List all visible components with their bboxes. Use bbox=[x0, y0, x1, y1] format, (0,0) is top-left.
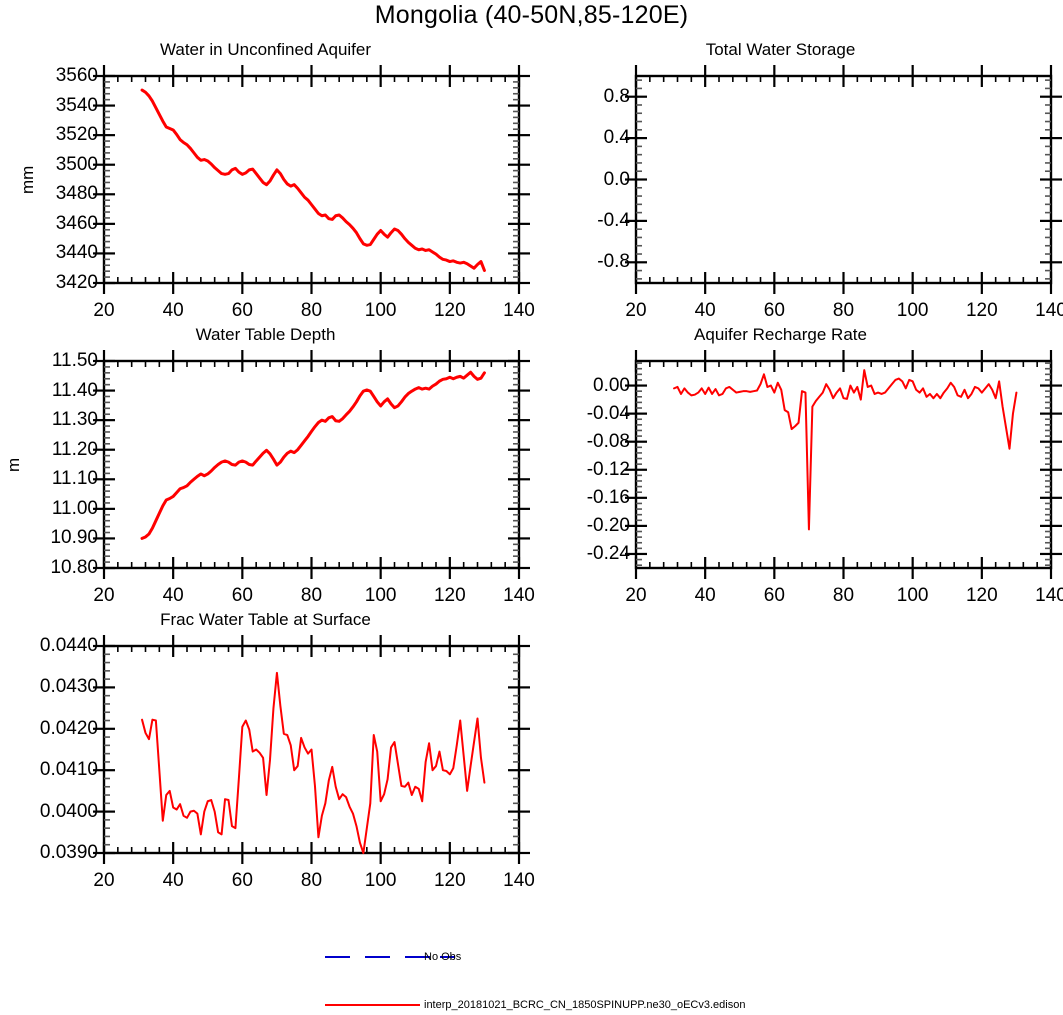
figure-legend: No Obs interp_20181021_BCRC_CN_1850SPINU… bbox=[0, 940, 1063, 1011]
panel-1-y-tick-label: 3520 bbox=[55, 124, 98, 146]
figure-title: Mongolia (40-50N,85-120E) bbox=[374, 1, 689, 29]
panel-4-y-tick-label: -0.24 bbox=[586, 542, 630, 564]
panel-4-x-tick-label: 140 bbox=[1035, 585, 1063, 606]
panel-5-x-tick-label: 140 bbox=[503, 870, 535, 891]
panel-2-x-tick-label: 120 bbox=[965, 300, 998, 321]
panel-3-y-tick-label: 10.90 bbox=[50, 527, 98, 549]
panel-5-x-tick-label: 100 bbox=[364, 870, 397, 891]
panel-3-x-tick-label: 120 bbox=[433, 585, 466, 606]
legend-label-model: interp_20181021_BCRC_CN_1850SPINUPP.ne30… bbox=[424, 999, 746, 1011]
panel-1-y-tick-label: 3460 bbox=[55, 212, 98, 234]
panel-4-x-tick-label: 120 bbox=[965, 585, 998, 606]
panel-5-y-tick-label: 0.0410 bbox=[39, 759, 98, 781]
panel-3-x-tick-label: 40 bbox=[162, 585, 184, 606]
panel-5-x-tick-label: 40 bbox=[162, 870, 184, 891]
panel-2-y-tick-label: -0.8 bbox=[597, 251, 630, 273]
panel-4-x-tick-label: 40 bbox=[694, 585, 716, 606]
panel-1-title: Water in Unconfined Aquifer bbox=[159, 40, 372, 59]
panel-3-y-tick-label: 11.50 bbox=[51, 350, 98, 371]
panel-3-y-tick-label: 11.10 bbox=[51, 468, 98, 490]
panel-1-x-tick-label: 120 bbox=[433, 300, 466, 321]
panel-1-x-tick-label: 20 bbox=[93, 300, 115, 321]
panel-5-y-tick-label: 0.0430 bbox=[39, 676, 98, 698]
panel-3-y-tick-label: 11.00 bbox=[51, 497, 98, 519]
panel-water-in-unconfined-aquifer: Water in Unconfined Aquifer mm 3420 3440 3… bbox=[0, 36, 535, 321]
panel-3-y-tick-label: 11.30 bbox=[51, 409, 98, 431]
panel-aquifer-recharge-rate: Aquifer Recharge Rate mm/d -0.24-0.20-0.… bbox=[532, 321, 1063, 606]
panel-2-x-tick-label: 140 bbox=[1035, 300, 1063, 321]
panel-1-x-tick-label: 100 bbox=[364, 300, 397, 321]
panel-total-water-storage: Total Water Storage missing -0.8-0.40.00… bbox=[532, 36, 1063, 321]
panel-3-x-tick-label: 100 bbox=[364, 585, 397, 606]
panel-5-x-tick-label: 60 bbox=[231, 870, 253, 891]
panel-frac-water-table-at-surface: Frac Water Table at Surface 0.0390 0.0400… bbox=[0, 606, 535, 891]
panel-3-x-tick-label: 140 bbox=[503, 585, 535, 606]
panel-2-y-tick-label: -0.4 bbox=[597, 209, 630, 231]
panel-5-y-tick-label: 0.0390 bbox=[39, 842, 98, 863]
panel-2-x-tick-label: 20 bbox=[625, 300, 647, 321]
panel-1-y-tick-label: 3540 bbox=[55, 94, 98, 116]
legend-model-line bbox=[325, 1004, 420, 1006]
panel-1-y-tick-label: 3560 bbox=[55, 65, 98, 86]
panel-2-y-tick-label: 0.8 bbox=[603, 85, 630, 107]
panel-2-title: Total Water Storage bbox=[705, 40, 856, 59]
panel-1-x-tick-label: 80 bbox=[300, 300, 323, 321]
legend-entry-no-obs: No Obs bbox=[0, 947, 1063, 967]
panel-4-x-tick-label: 20 bbox=[625, 585, 647, 606]
panel-4-y-tick-label: -0.04 bbox=[586, 402, 630, 424]
panel-2-plot bbox=[625, 65, 1062, 294]
panel-2-x-tick-label: 80 bbox=[832, 300, 855, 321]
panel-4-x-tick-label: 100 bbox=[896, 585, 929, 606]
panel-1-y-tick-label: 3420 bbox=[55, 272, 98, 293]
panel-4-y-tick-label: -0.20 bbox=[586, 514, 630, 536]
panel-3-y-tick-label: 11.40 bbox=[51, 379, 98, 401]
legend-no-obs-line bbox=[325, 956, 455, 958]
panel-5-plot bbox=[93, 635, 530, 864]
panel-2-x-tick-label: 100 bbox=[896, 300, 929, 321]
panel-5-x-tick-label: 80 bbox=[300, 870, 323, 891]
panel-3-x-tick-label: 80 bbox=[300, 585, 323, 606]
panel-5-y-tick-label: 0.0400 bbox=[39, 800, 98, 822]
panel-1-x-tick-label: 40 bbox=[162, 300, 184, 321]
panel-4-y-tick-label: -0.08 bbox=[586, 430, 630, 452]
panel-5-title: Frac Water Table at Surface bbox=[160, 610, 371, 629]
panel-5-y-tick-label: 0.0420 bbox=[39, 717, 98, 739]
panel-1-plot bbox=[93, 65, 530, 294]
panel-2-y-tick-label: 0.0 bbox=[603, 168, 630, 190]
panel-2-y-tick-label: 0.4 bbox=[603, 127, 630, 149]
panel-1-y-tick-label: 3500 bbox=[55, 153, 98, 175]
panel-2-x-tick-label: 40 bbox=[694, 300, 716, 321]
panel-5-x-tick-label: 20 bbox=[93, 870, 115, 891]
panel-3-title: Water Table Depth bbox=[195, 325, 336, 344]
panel-4-y-tick-label: -0.12 bbox=[586, 458, 630, 480]
panel-water-table-depth: Water Table Depth m 10.80 10.90 11.00 11.10… bbox=[0, 321, 535, 606]
legend-label-no-obs: No Obs bbox=[424, 951, 462, 963]
panel-3-y-tick-label: 10.80 bbox=[50, 557, 98, 578]
panel-4-title: Aquifer Recharge Rate bbox=[694, 325, 867, 344]
legend-entry-model: interp_20181021_BCRC_CN_1850SPINUPP.ne30… bbox=[0, 995, 1063, 1015]
panel-4-y-tick-label: -0.16 bbox=[586, 486, 630, 508]
panel-4-plot bbox=[625, 350, 1062, 579]
panel-4-y-tick-label: 0.00 bbox=[593, 374, 630, 396]
panel-3-plot bbox=[93, 350, 530, 579]
panel-1-x-tick-label: 140 bbox=[503, 300, 535, 321]
panel-5-x-tick-label: 120 bbox=[433, 870, 466, 891]
panel-4-x-tick-label: 80 bbox=[832, 585, 855, 606]
panel-3-x-tick-label: 20 bbox=[93, 585, 115, 606]
panel-3-x-tick-label: 60 bbox=[231, 585, 253, 606]
panel-5-y-tick-label: 0.0440 bbox=[39, 635, 98, 656]
panel-1-x-tick-label: 60 bbox=[231, 300, 253, 321]
panel-2-x-tick-label: 60 bbox=[763, 300, 785, 321]
panel-3-y-tick-label: 11.20 bbox=[51, 438, 98, 460]
panel-1-y-tick-label: 3440 bbox=[55, 242, 98, 264]
panel-4-x-tick-label: 60 bbox=[763, 585, 785, 606]
panel-1-y-tick-label: 3480 bbox=[55, 183, 98, 205]
